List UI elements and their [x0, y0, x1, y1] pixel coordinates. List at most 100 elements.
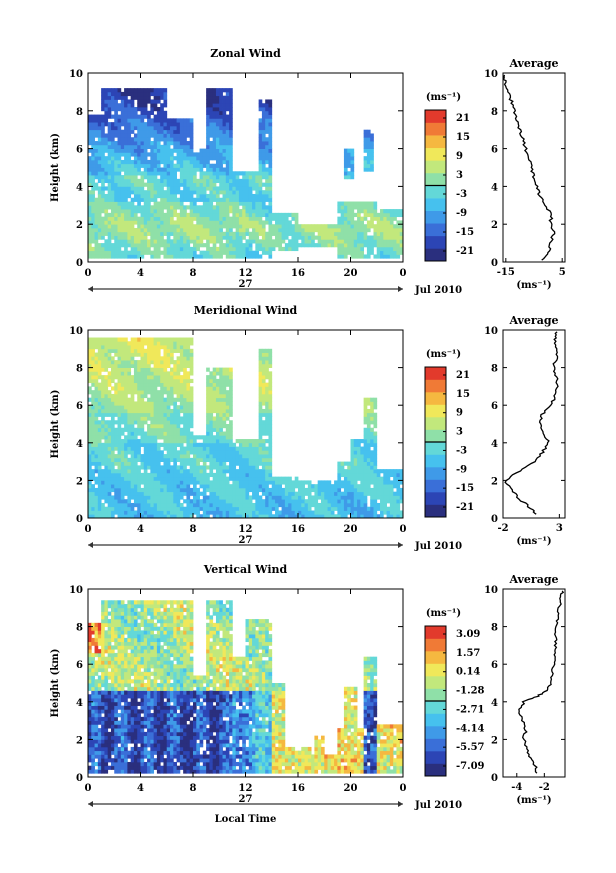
heatmap-cell [186, 348, 191, 353]
heatmap-cell [107, 197, 112, 202]
heatmap-cell [222, 152, 227, 157]
heatmap-cell [314, 495, 319, 500]
heatmap-cell [242, 484, 246, 489]
heatmap-cell [255, 469, 260, 474]
heatmap-cell [219, 178, 223, 184]
heatmap-cell [258, 175, 263, 180]
heatmap-cell [347, 224, 351, 229]
heatmap-cell [160, 110, 164, 115]
heatmap-cell [366, 243, 371, 248]
heatmap-cell [91, 250, 95, 255]
heatmap-cell [265, 352, 269, 357]
heatmap-cell [202, 450, 207, 455]
heatmap-cell [117, 345, 122, 350]
heatmap-cell [327, 491, 332, 496]
heatmap-cell [258, 201, 263, 206]
heatmap-cell [170, 175, 174, 180]
heatmap-cell [242, 254, 246, 259]
heatmap-cell [147, 424, 151, 429]
heatmap-cell [212, 484, 217, 489]
heatmap-cell [114, 163, 118, 168]
heatmap-cell [183, 246, 187, 252]
heatmap-cell [229, 510, 233, 515]
heatmap-cell [219, 401, 223, 406]
heatmap-cell [327, 506, 332, 511]
heatmap-cell [97, 137, 102, 142]
heatmap-cell [219, 420, 223, 425]
heatmap-cell [229, 454, 233, 459]
heatmap-cell [147, 446, 151, 451]
heatmap-cell [222, 420, 227, 425]
heatmap-cell [91, 239, 95, 244]
heatmap-cell [370, 220, 374, 225]
heatmap-cell [206, 186, 210, 191]
heatmap-cell [311, 510, 315, 515]
heatmap-cell [206, 227, 210, 233]
heatmap-cell [219, 457, 223, 462]
heatmap-cell [219, 446, 223, 451]
heatmap-cell [97, 502, 102, 508]
heatmap-cell [222, 484, 227, 489]
heatmap-cell [170, 163, 174, 168]
heatmap-cell [183, 446, 187, 451]
heatmap-cell [150, 118, 155, 123]
heatmap-cell [88, 502, 92, 508]
heatmap-cell [281, 246, 286, 252]
heatmap-cell [209, 401, 214, 406]
heatmap-cell [88, 345, 92, 350]
heatmap-cell [343, 250, 348, 255]
heatmap-cell [252, 212, 256, 218]
heatmap-cell [271, 480, 276, 485]
heatmap-cell [124, 122, 128, 127]
heatmap-cell [219, 480, 223, 485]
heatmap-cell [261, 133, 266, 138]
heatmap-cell [104, 495, 109, 500]
heatmap-cell [137, 107, 141, 112]
heatmap-cell [160, 450, 164, 455]
heatmap-cell [268, 472, 273, 478]
heatmap-cell [137, 254, 141, 259]
heatmap-cell [186, 141, 191, 146]
heatmap-cell [137, 118, 141, 123]
heatmap-cell [347, 246, 351, 252]
heatmap-cell [137, 133, 141, 138]
heatmap-cell [127, 427, 132, 432]
heatmap-cell [127, 360, 132, 365]
heatmap-cell [343, 231, 348, 236]
heatmap-cell [117, 435, 122, 440]
heatmap-cell [209, 246, 214, 252]
heatmap-cell [147, 390, 151, 395]
heatmap-cell [133, 502, 138, 508]
heatmap-cell [130, 186, 135, 191]
heatmap-cell [363, 231, 368, 236]
heatmap-cell [114, 442, 118, 447]
heatmap-cell [94, 337, 99, 342]
heatmap-cell [156, 220, 161, 225]
heatmap-cell [156, 446, 161, 451]
heatmap-cell [330, 231, 335, 236]
heatmap-cell [166, 352, 171, 357]
heatmap-cell [179, 156, 184, 161]
heatmap-cell [173, 484, 177, 489]
heatmap-cell [265, 178, 269, 184]
heatmap-cell [147, 141, 151, 146]
heatmap-cell [209, 416, 214, 421]
heatmap-cell [202, 495, 207, 500]
heatmap-cell [153, 480, 158, 485]
heatmap-cell [163, 156, 168, 161]
heatmap-cell [173, 510, 177, 515]
heatmap-cell [124, 420, 128, 425]
heatmap-cell [229, 469, 233, 474]
heatmap-cell [166, 182, 171, 187]
heatmap-cell [225, 405, 230, 410]
heatmap-cell [88, 163, 92, 168]
heatmap-cell [196, 469, 200, 474]
heatmap-cell [153, 446, 158, 451]
heatmap-cell [255, 175, 260, 180]
heatmap-cell [232, 220, 237, 225]
heatmap-cell [88, 450, 92, 455]
heatmap-cell [173, 386, 177, 391]
heatmap-cell [215, 431, 220, 436]
heatmap-cell [235, 502, 240, 508]
heatmap-cell [284, 216, 289, 221]
